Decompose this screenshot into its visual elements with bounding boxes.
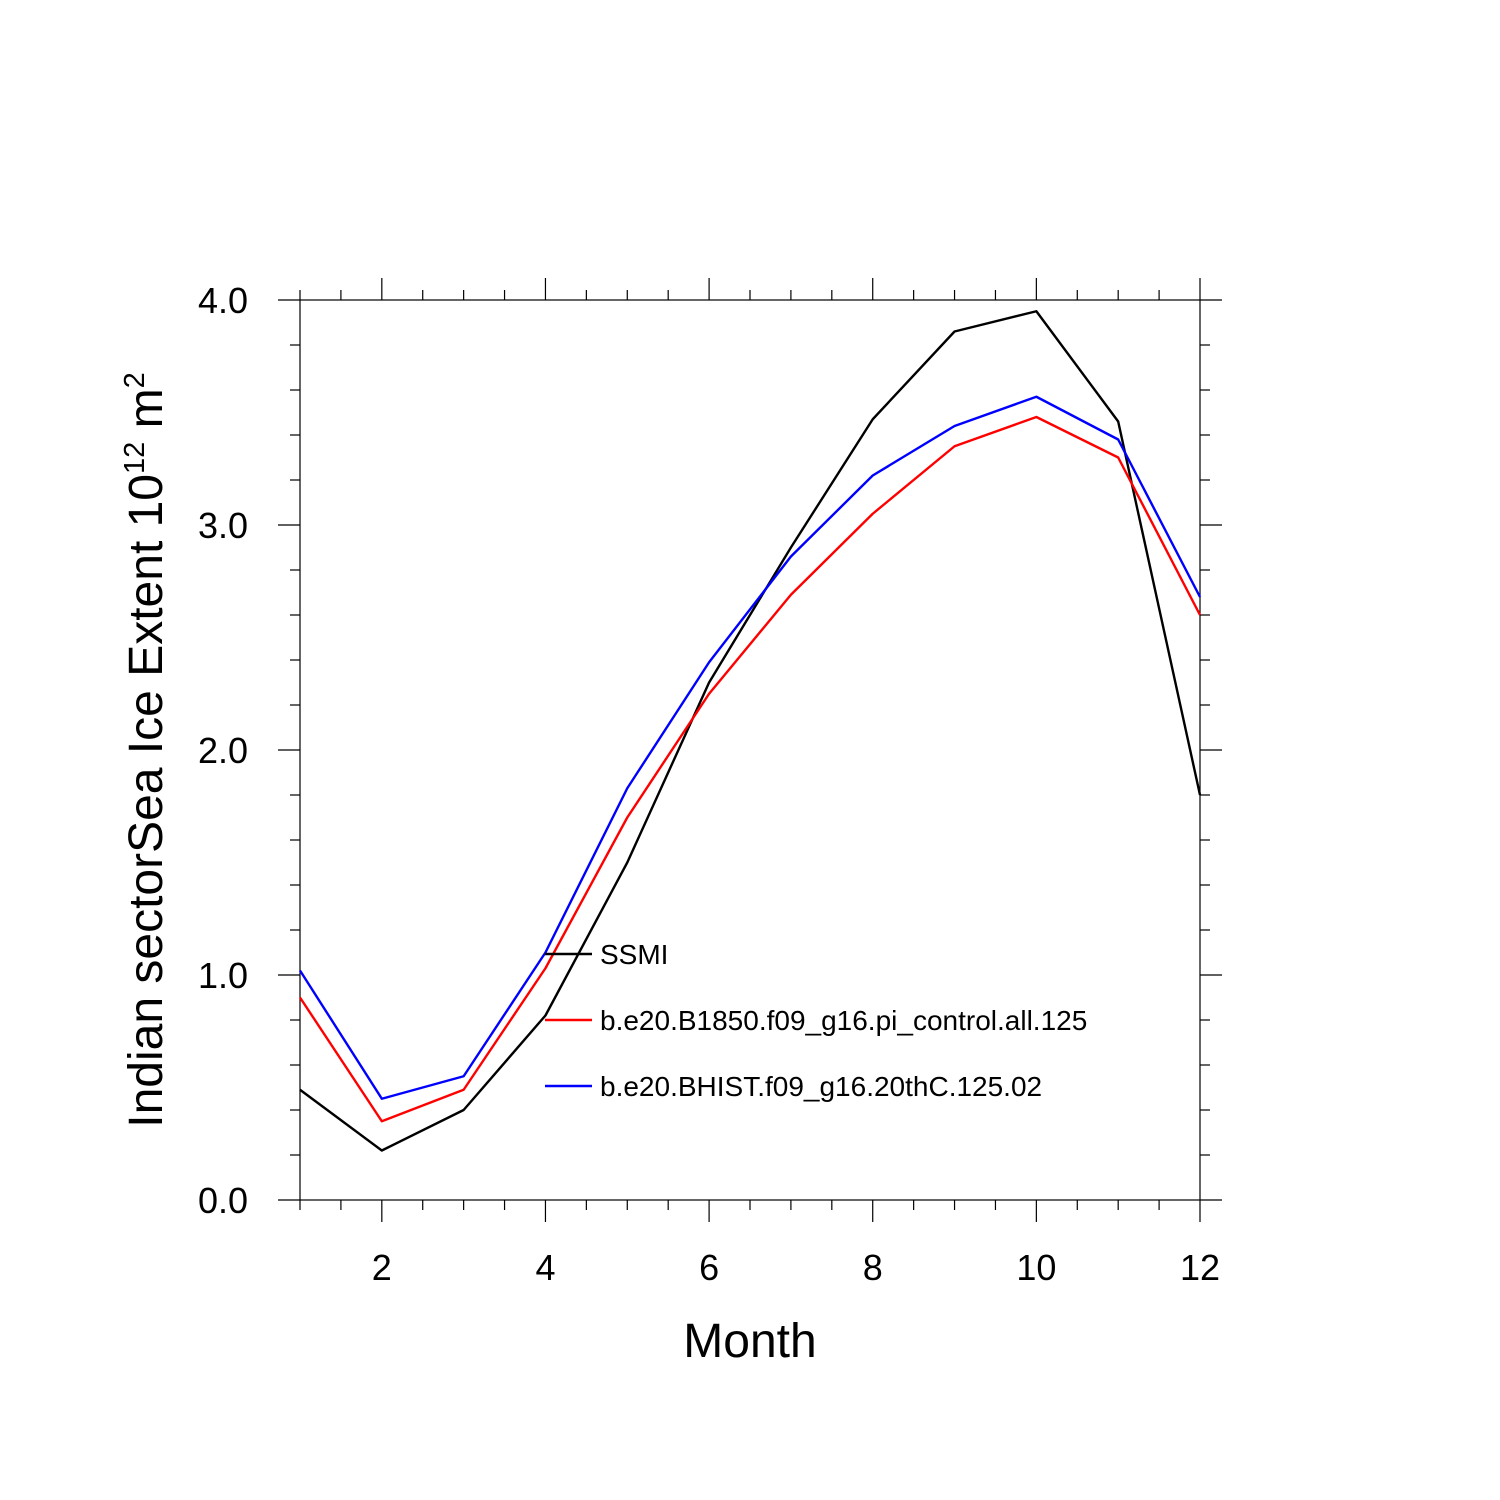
- x-tick-label: 8: [863, 1247, 883, 1288]
- series-line-1: [298, 415, 1202, 1123]
- y-tick-label: 0.0: [198, 1180, 248, 1221]
- plot-frame: [299, 299, 1201, 1201]
- series-line-2: [298, 395, 1202, 1100]
- labels-layer: 2 4 6 8 10 12 0.0 1.0 2.0 3.0 4.0: [198, 280, 1220, 1288]
- series-line-0: [299, 310, 1202, 1152]
- y-tick-label: 1.0: [198, 955, 248, 996]
- y-axis-title-unit: m: [120, 388, 173, 441]
- x-axis-title: Month: [683, 1315, 816, 1368]
- y-tick-label: 2.0: [198, 730, 248, 771]
- y-axis-title-exp1: 12: [119, 442, 151, 474]
- x-tick-label: 12: [1180, 1247, 1220, 1288]
- legend: SSMI b.e20.B1850.f09_g16.pi_control.all.1…: [545, 939, 1087, 1102]
- y-tick-label: 3.0: [198, 505, 248, 546]
- y-axis-title-exp2: 2: [119, 372, 151, 388]
- x-tick-label: 10: [1016, 1247, 1056, 1288]
- y-axis-title: Indian sectorSea Ice Extent 1012 m2: [119, 372, 173, 1127]
- series-layer: [298, 310, 1202, 1152]
- y-axis-title-main: Indian sectorSea Ice Extent 10: [120, 474, 173, 1128]
- legend-label-0: SSMI: [600, 939, 668, 970]
- legend-label-1: b.e20.B1850.f09_g16.pi_control.all.125: [600, 1005, 1087, 1036]
- x-tick-label: 6: [699, 1247, 719, 1288]
- x-tick-label: 4: [535, 1247, 555, 1288]
- x-tick-label: 2: [372, 1247, 392, 1288]
- legend-label-2: b.e20.BHIST.f09_g16.20thC.125.02: [600, 1071, 1042, 1102]
- ticks-layer: [278, 278, 1222, 1222]
- y-tick-label: 4.0: [198, 280, 248, 321]
